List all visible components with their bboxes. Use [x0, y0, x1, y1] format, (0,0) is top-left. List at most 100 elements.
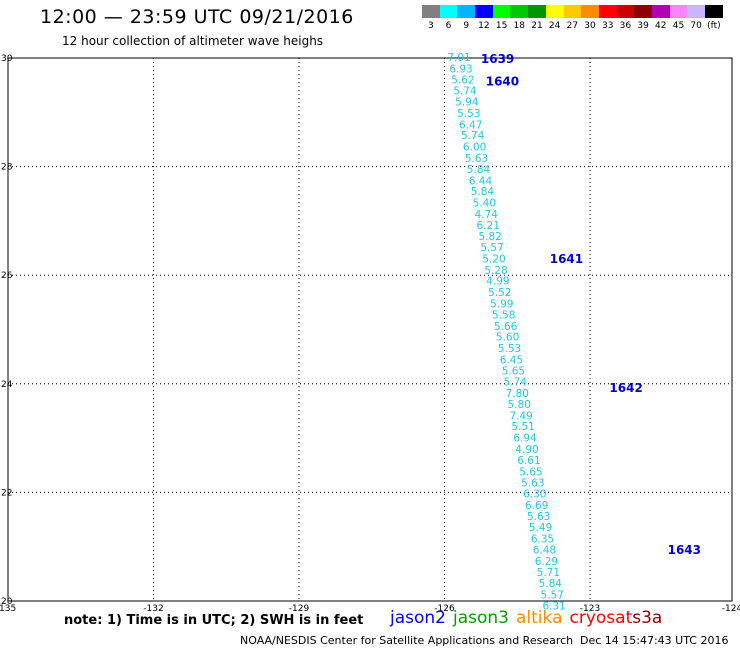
data-point: 7.01	[447, 52, 470, 64]
legend-label: 33	[601, 21, 614, 31]
data-points: 7.016.935.625.745.945.536.475.746.005.63…	[447, 52, 565, 612]
data-point: 5.57	[480, 242, 503, 254]
data-point: 5.74	[453, 86, 477, 98]
legend-label: 36	[619, 21, 632, 31]
data-point: 5.74	[461, 130, 485, 142]
data-point: 6.47	[459, 119, 482, 131]
legend-label: 27	[566, 21, 579, 31]
legend-swatches	[422, 5, 723, 18]
footer-credit: NOAA/NESDIS Center for Satellite Applica…	[240, 634, 574, 647]
data-point: 5.60	[496, 332, 519, 344]
time-label: 1643	[668, 543, 701, 557]
legend-swatch	[492, 5, 511, 18]
data-point: 6.45	[500, 354, 523, 366]
time-label: 1641	[550, 252, 583, 266]
y-tick-label: 28	[1, 163, 13, 173]
data-point: 6.61	[517, 455, 540, 467]
satellite-altika: altika	[516, 608, 563, 628]
data-point: 5.84	[467, 164, 491, 176]
x-tick-label: -129	[289, 604, 310, 614]
data-point: 7.49	[509, 410, 532, 422]
x-tick-label: -124	[722, 604, 740, 614]
data-point: 4.90	[515, 444, 538, 456]
data-point: 5.63	[465, 153, 488, 165]
data-point: 6.48	[533, 545, 556, 557]
y-tick-label: 22	[1, 488, 12, 498]
data-point: 5.40	[473, 198, 496, 210]
legend-swatch	[616, 5, 635, 18]
y-tick-label: 30	[1, 54, 13, 64]
legend-label: 21	[531, 21, 543, 31]
data-point: 5.49	[529, 522, 552, 534]
data-point: 5.57	[541, 590, 564, 602]
data-point: 5.51	[511, 421, 534, 433]
legend-swatch	[705, 5, 723, 18]
legend-label: 30	[584, 21, 596, 31]
footer-timestamp: Dec 14 15:47:43 UTC 2016	[580, 634, 729, 647]
legend-label: 24	[548, 21, 561, 31]
legend-label: 42	[655, 21, 667, 31]
plot-area	[7, 57, 733, 602]
data-point: 5.74	[504, 377, 528, 389]
data-point: 6.93	[449, 63, 472, 75]
legend-swatch	[422, 5, 440, 18]
data-point: 5.65	[519, 466, 542, 478]
data-point: 5.52	[488, 287, 511, 299]
legend-label: 15	[495, 21, 508, 31]
data-point: 5.71	[537, 567, 560, 579]
legend-label: 39	[637, 21, 649, 31]
legend-swatch	[528, 5, 546, 18]
satellite-jason3: jason3	[453, 608, 509, 628]
data-point: 7.80	[506, 388, 529, 400]
legend-swatch	[439, 5, 458, 18]
legend-labels: 3 6 9 12 15 18 21 24 27 30 33 36 39 42 45 70 (ft)	[422, 21, 723, 31]
data-point: 5.94	[455, 97, 479, 109]
data-point: 5.82	[478, 231, 501, 243]
data-point: 5.28	[484, 265, 507, 277]
data-point: 6.00	[463, 142, 486, 154]
legend-label: 12	[478, 21, 490, 31]
axis-ticks: -135 -132 -129 -126 -123 -124 20 22 24 26 28 30	[0, 54, 740, 614]
data-point: 4.74	[475, 209, 499, 221]
data-point: 5.63	[527, 511, 550, 523]
x-tick-label: -132	[143, 604, 163, 614]
color-legend: 3 6 9 12 15 18 21 24 27 30 33 36 39 42 45 70 (ft)	[422, 5, 723, 31]
legend-label: 70	[690, 21, 702, 31]
y-tick-label: 24	[1, 380, 13, 390]
time-labels: 1639 1640 1641 1642 1643	[481, 52, 701, 557]
data-point: 6.35	[531, 534, 554, 546]
x-tick-label: -126	[434, 604, 455, 614]
grid-lines	[8, 57, 732, 601]
data-point: 5.80	[508, 399, 531, 411]
data-point: 5.53	[457, 108, 480, 120]
legend-swatch	[563, 5, 582, 18]
data-point: 6.30	[523, 489, 546, 501]
data-point: 5.99	[490, 299, 513, 311]
legend-swatch	[457, 5, 476, 18]
data-point: 6.44	[469, 175, 493, 187]
satellite-jason2: jason2	[390, 608, 446, 628]
plot-border	[7, 57, 733, 602]
satellite-legend: jason2 jason3 altika cryosats3a	[390, 608, 669, 628]
legend-swatch	[651, 5, 670, 18]
legend-label: 3	[427, 21, 434, 31]
time-label: 1640	[486, 74, 519, 88]
data-point: 5.62	[451, 74, 474, 86]
legend-label: 9	[463, 21, 470, 31]
data-point: 5.65	[502, 365, 525, 377]
time-label: 1639	[481, 52, 514, 66]
x-tick-label: -135	[0, 604, 16, 614]
data-point: 6.29	[535, 556, 558, 568]
time-label: 1642	[609, 381, 642, 395]
satellite-s3a: s3a	[632, 608, 663, 628]
legend-swatch	[581, 5, 599, 18]
legend-swatch	[598, 5, 617, 18]
chart-subtitle: 12 hour collection of altimeter wave hei…	[62, 34, 324, 48]
legend-swatch	[634, 5, 652, 18]
data-point: 5.58	[492, 309, 515, 321]
data-point: 4.99	[486, 276, 509, 288]
data-point: 5.20	[482, 253, 505, 265]
x-tick-label: -123	[580, 604, 600, 614]
legend-label: 18	[513, 21, 525, 31]
data-point: 5.53	[498, 343, 521, 355]
